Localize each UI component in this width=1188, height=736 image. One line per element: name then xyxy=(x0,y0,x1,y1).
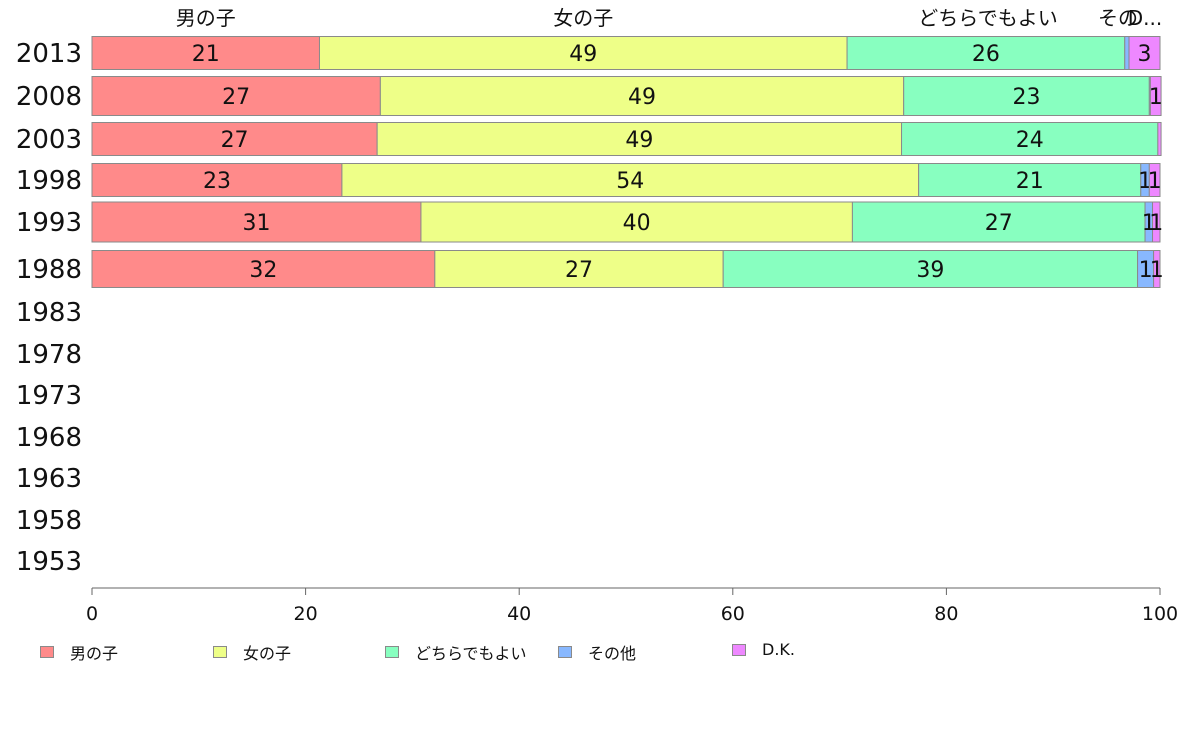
x-tick-label: 40 xyxy=(507,603,531,625)
bar-segment xyxy=(91,163,343,197)
series-top-label: どちらでもよい xyxy=(918,6,1057,30)
data-label: 3 xyxy=(1138,42,1152,67)
bar-segment xyxy=(91,122,378,156)
bar-segment xyxy=(1152,201,1161,243)
data-label: 40 xyxy=(623,211,651,236)
category-label: 2008 xyxy=(16,82,82,112)
bar-segment xyxy=(379,76,905,116)
bar-segment xyxy=(722,250,1139,288)
data-label: 54 xyxy=(616,169,644,194)
data-label: 1 xyxy=(1138,169,1152,194)
data-label: 21 xyxy=(1016,169,1044,194)
bar-segment xyxy=(91,36,320,70)
category-label: 1953 xyxy=(16,547,82,577)
legend-item: D.K. xyxy=(732,640,795,659)
legend-swatch xyxy=(558,646,572,658)
data-label: 23 xyxy=(203,169,231,194)
data-label: 31 xyxy=(242,211,270,236)
bar-segment xyxy=(318,36,848,70)
category-label: 1993 xyxy=(16,208,82,238)
data-label: 23 xyxy=(1013,85,1041,110)
category-label: 1983 xyxy=(16,298,82,328)
legend-swatch xyxy=(732,643,746,656)
category-label: 2013 xyxy=(16,39,82,69)
bar-segment xyxy=(1148,163,1161,197)
bar-segment xyxy=(846,36,1126,70)
category-label: 1998 xyxy=(16,166,82,196)
category-label: 1973 xyxy=(16,381,82,411)
legend-swatch xyxy=(385,646,399,658)
legend-label: どちらでもよい xyxy=(415,644,527,663)
bar-segment xyxy=(1124,36,1130,70)
category-label: 1958 xyxy=(16,506,82,536)
data-label: 49 xyxy=(625,128,653,153)
bar-segment xyxy=(1153,250,1161,288)
bar-segment xyxy=(91,76,381,116)
bar-segment xyxy=(1128,36,1161,70)
series-top-label: その xyxy=(1098,6,1138,30)
series-top-label: 女の子 xyxy=(553,6,613,30)
legend-swatch xyxy=(213,646,227,658)
bar-segment xyxy=(918,163,1142,197)
legend-item: その他 xyxy=(558,640,636,664)
data-label: 24 xyxy=(1016,128,1044,153)
legend-label: 女の子 xyxy=(243,644,292,663)
data-label: 1 xyxy=(1149,211,1163,236)
x-tick-label: 80 xyxy=(934,603,958,625)
data-label: 26 xyxy=(972,42,1000,67)
data-label: 27 xyxy=(985,211,1013,236)
data-label: 1 xyxy=(1148,169,1162,194)
bar-segment xyxy=(903,76,1150,116)
category-label: 1978 xyxy=(16,340,82,370)
bar-segment xyxy=(420,201,853,243)
category-label: 1963 xyxy=(16,464,82,494)
x-tick-label: 100 xyxy=(1142,603,1178,625)
data-label: 27 xyxy=(565,258,593,283)
series-top-label: D... xyxy=(1128,6,1162,30)
data-label: 27 xyxy=(222,85,250,110)
series-top-label: 男の子 xyxy=(176,6,236,30)
x-tick-label: 0 xyxy=(86,603,98,625)
x-tick-label: 20 xyxy=(294,603,318,625)
data-label: 49 xyxy=(628,85,656,110)
category-label: 2003 xyxy=(16,125,82,155)
bar-segment xyxy=(341,163,920,197)
bar-segment xyxy=(376,122,903,156)
chart-legend: 男の子 女の子 どちらでもよい その他 D.K. xyxy=(40,640,1140,664)
data-label: 1 xyxy=(1139,258,1153,283)
category-label: 1988 xyxy=(16,255,82,285)
legend-item: 男の子 xyxy=(40,640,118,664)
legend-label: その他 xyxy=(588,644,637,663)
legend-swatch xyxy=(40,646,54,658)
legend-label: 男の子 xyxy=(70,644,119,663)
bar-segment xyxy=(91,250,436,288)
data-label: 32 xyxy=(249,258,277,283)
legend-item: どちらでもよい xyxy=(385,640,527,664)
legend-label: D.K. xyxy=(762,640,795,659)
bar-segment xyxy=(851,201,1146,243)
bar-segment xyxy=(901,122,1159,156)
data-label: 1 xyxy=(1150,258,1164,283)
data-label: 21 xyxy=(192,42,220,67)
bar-segment xyxy=(1157,122,1162,156)
category-label: 1968 xyxy=(16,423,82,453)
bar-segment xyxy=(1149,76,1162,116)
bar-segment xyxy=(91,201,422,243)
data-label: 39 xyxy=(916,258,944,283)
data-label: 27 xyxy=(221,128,249,153)
legend-item: 女の子 xyxy=(213,640,291,664)
x-tick-label: 60 xyxy=(721,603,745,625)
data-label: 1 xyxy=(1149,85,1163,110)
data-label: 49 xyxy=(569,42,597,67)
